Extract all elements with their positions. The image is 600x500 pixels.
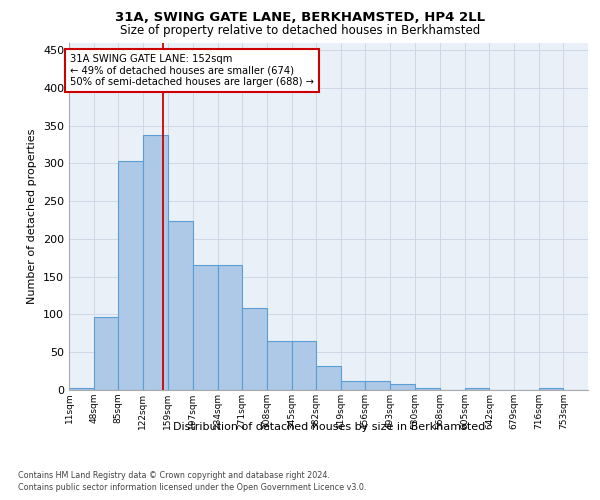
Bar — [193, 266, 218, 390]
Text: Contains public sector information licensed under the Open Government Licence v3: Contains public sector information licen… — [18, 483, 367, 492]
Bar — [292, 341, 316, 390]
Bar — [365, 381, 390, 390]
Bar — [465, 388, 490, 390]
Bar — [118, 161, 143, 390]
Bar — [415, 388, 440, 390]
Text: Contains HM Land Registry data © Crown copyright and database right 2024.: Contains HM Land Registry data © Crown c… — [18, 471, 330, 480]
Bar — [390, 384, 415, 390]
Bar — [218, 266, 242, 390]
Bar — [69, 388, 94, 390]
Bar — [539, 388, 563, 390]
Bar — [143, 136, 167, 390]
Y-axis label: Number of detached properties: Number of detached properties — [28, 128, 37, 304]
Bar — [94, 316, 118, 390]
Text: Distribution of detached houses by size in Berkhamsted: Distribution of detached houses by size … — [173, 422, 485, 432]
Bar — [316, 366, 341, 390]
Bar — [267, 341, 292, 390]
Text: 31A, SWING GATE LANE, BERKHAMSTED, HP4 2LL: 31A, SWING GATE LANE, BERKHAMSTED, HP4 2… — [115, 11, 485, 24]
Bar — [167, 221, 193, 390]
Bar — [341, 381, 365, 390]
Text: Size of property relative to detached houses in Berkhamsted: Size of property relative to detached ho… — [120, 24, 480, 37]
Text: 31A SWING GATE LANE: 152sqm
← 49% of detached houses are smaller (674)
50% of se: 31A SWING GATE LANE: 152sqm ← 49% of det… — [70, 54, 314, 87]
Bar — [242, 308, 267, 390]
